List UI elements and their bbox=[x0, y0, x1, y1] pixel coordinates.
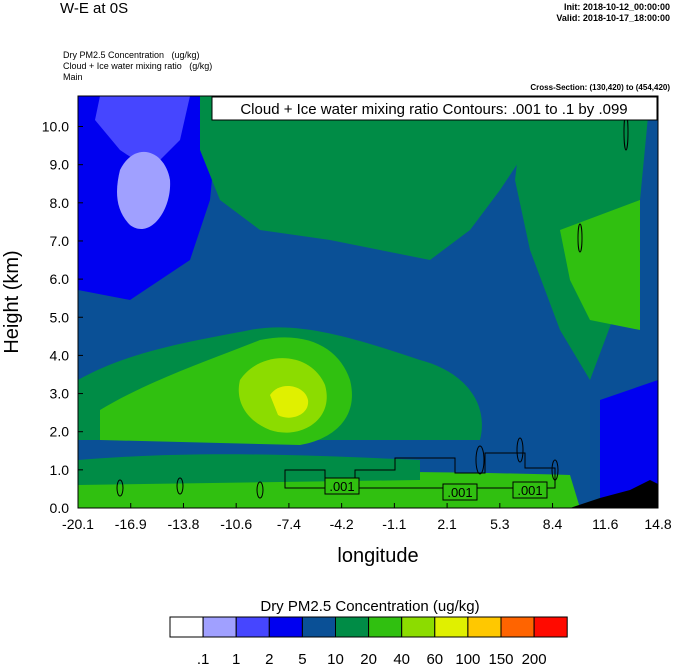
region-5-10-right bbox=[600, 380, 658, 508]
x-tick-label: -1.1 bbox=[382, 516, 406, 532]
y-tick-label: 5.0 bbox=[50, 309, 70, 325]
colorbar-swatch bbox=[533, 616, 568, 638]
terrain bbox=[570, 480, 658, 508]
colorbar-level-label: 5 bbox=[298, 651, 306, 667]
y-tick-label: 7.0 bbox=[50, 233, 70, 249]
colorbar-level-label: 1 bbox=[232, 651, 240, 667]
colorbar-level-label: 2 bbox=[265, 651, 273, 667]
colorbar-swatch bbox=[434, 616, 469, 638]
field-label-cloud: Cloud + Ice water mixing ratio (g/kg) bbox=[63, 61, 213, 71]
region-1-2 bbox=[117, 151, 171, 229]
x-tick-label: -20.1 bbox=[62, 516, 94, 532]
colorbar-swatch bbox=[235, 616, 270, 638]
colorbar-swatch bbox=[202, 616, 237, 638]
plot-title: W-E at 0S bbox=[60, 0, 129, 17]
colorbar-swatch bbox=[500, 616, 535, 638]
colorbar-level-label: 20 bbox=[360, 651, 377, 667]
colorbar-swatch bbox=[401, 616, 436, 638]
colorbar-swatch bbox=[368, 616, 403, 638]
x-axis-label: longitude bbox=[337, 545, 418, 567]
contour-fill bbox=[78, 96, 658, 508]
colorbar-swatch bbox=[169, 616, 204, 638]
colorbar-level-label: 200 bbox=[522, 651, 547, 667]
region-60-100 bbox=[270, 385, 309, 418]
valid-time: Valid: 2018-10-17_18:00:00 bbox=[556, 13, 670, 23]
x-tick-label: 14.8 bbox=[644, 516, 671, 532]
contour-label-box bbox=[512, 481, 548, 499]
x-tick-label: -16.9 bbox=[115, 516, 147, 532]
y-tick-label: 2.0 bbox=[50, 424, 70, 440]
axis-ticks: -20.1 -16.9 -13.8 -10.6 -7.4 -4.2 -1.1 2.1 5.3 8.… bbox=[42, 119, 672, 532]
colorbar-level-label: 40 bbox=[393, 651, 410, 667]
contour-info-box bbox=[211, 96, 658, 121]
colorbar-level-label: 60 bbox=[426, 651, 443, 667]
y-tick-label: 10.0 bbox=[42, 119, 69, 135]
colorbar-level-label: .1 bbox=[197, 651, 210, 667]
region-2-5 bbox=[95, 96, 190, 170]
y-tick-label: 4.0 bbox=[50, 347, 70, 363]
x-tick-label: 2.1 bbox=[437, 516, 457, 532]
y-tick-label: 8.0 bbox=[50, 195, 70, 211]
field-label-main: Main bbox=[63, 72, 83, 82]
contour-labels: .001 .001 .001 bbox=[324, 477, 548, 501]
y-tick-label: 6.0 bbox=[50, 271, 70, 287]
y-tick-label: 0.0 bbox=[50, 500, 70, 516]
contour-info-text: Cloud + Ice water mixing ratio Contours:… bbox=[240, 101, 627, 118]
colorbar-level-label: 100 bbox=[455, 651, 480, 667]
contour-label: .001 bbox=[517, 483, 542, 498]
colorbar-swatch bbox=[467, 616, 502, 638]
y-tick-label: 9.0 bbox=[50, 157, 70, 173]
contour-label: .001 bbox=[447, 485, 472, 500]
region-20-40-right bbox=[560, 200, 640, 330]
y-tick-label: 1.0 bbox=[50, 462, 70, 478]
colorbar-level-label: 150 bbox=[488, 651, 513, 667]
colorbar-level-label: 10 bbox=[327, 651, 344, 667]
y-axis-label: Height (km) bbox=[1, 250, 23, 353]
contour-label-box bbox=[442, 483, 478, 501]
x-tick-label: 8.4 bbox=[543, 516, 563, 532]
init-time: Init: 2018-10-12_00:00:00 bbox=[563, 2, 670, 12]
colorbar-swatch bbox=[268, 616, 303, 638]
x-tick-label: -4.2 bbox=[330, 516, 354, 532]
colorbar-swatch bbox=[335, 616, 370, 638]
plot-frame bbox=[77, 95, 659, 509]
x-tick-label: -10.6 bbox=[220, 516, 252, 532]
contour-label-box bbox=[324, 477, 360, 495]
region-green-bottom bbox=[78, 454, 420, 485]
x-tick-label: -13.8 bbox=[167, 516, 199, 532]
x-tick-label: 5.3 bbox=[490, 516, 510, 532]
colorbar-title: Dry PM2.5 Concentration (ug/kg) bbox=[260, 598, 479, 615]
x-tick-label: 11.6 bbox=[592, 516, 618, 532]
y-tick-label: 3.0 bbox=[50, 386, 70, 402]
contour-label: .001 bbox=[329, 479, 354, 494]
x-tick-label: -7.4 bbox=[277, 516, 301, 532]
colorbar-swatch bbox=[301, 616, 336, 638]
colorbar: .1 1 2 5 10 20 40 60 100 150 200 bbox=[169, 616, 568, 667]
region-green-upper bbox=[200, 96, 530, 260]
cross-section-label: Cross-Section: (130,420) to (454,420) bbox=[530, 83, 670, 92]
field-label-pm25: Dry PM2.5 Concentration (ug/kg) bbox=[63, 50, 200, 60]
